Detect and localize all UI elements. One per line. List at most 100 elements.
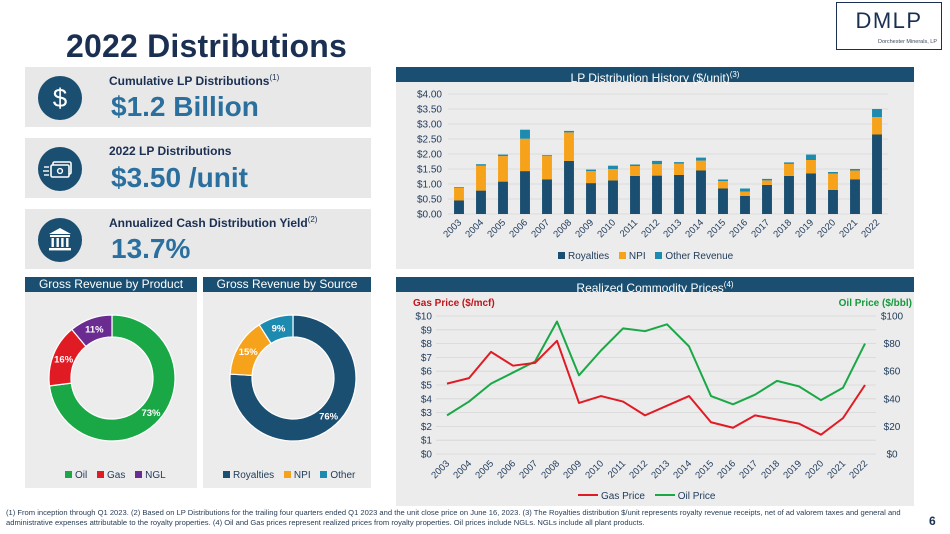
slice-ngl	[70, 314, 113, 348]
x-tick-label: 2005	[485, 217, 508, 240]
x-tick-label: 2010	[583, 458, 606, 481]
legend-gas-price: Gas Price	[578, 491, 645, 502]
bar-other-revenue	[806, 154, 816, 160]
bar-royalties	[696, 170, 706, 214]
y-tick-label: $2.00	[417, 150, 442, 161]
x-tick-label: 2003	[441, 217, 464, 240]
x-tick-label: 2009	[561, 458, 584, 481]
x-tick-label: 2017	[737, 458, 760, 481]
page-number: 6	[929, 514, 936, 528]
x-tick-label: 2012	[627, 458, 650, 481]
stat-label: Annualized Cash Distribution Yield(2)	[109, 215, 318, 230]
bar-npi	[520, 138, 530, 172]
y-tick-label: $3.00	[417, 120, 442, 131]
stat-value: 13.7%	[111, 233, 191, 264]
x-tick-label: 2011	[606, 458, 628, 480]
legend-npi: NPI	[618, 251, 646, 262]
bar-npi	[806, 160, 816, 174]
dollar-icon: $	[38, 76, 82, 120]
panel-header: Realized Commodity Prices(4)	[396, 277, 914, 295]
bar-royalties	[630, 175, 640, 214]
bar-npi	[586, 171, 596, 184]
slice-label: 11%	[85, 325, 104, 336]
x-tick-label: 2011	[618, 217, 640, 239]
bar-other-revenue	[872, 109, 882, 118]
gas-price-line	[446, 339, 866, 436]
x-tick-label: 2016	[715, 458, 738, 481]
y-left-tick-label: $7	[421, 353, 433, 364]
logo-name: DMLP	[855, 8, 923, 33]
x-tick-label: 2004	[463, 217, 486, 240]
x-tick-label: 2004	[451, 458, 474, 481]
bar-npi	[498, 156, 508, 182]
x-tick-label: 2017	[749, 217, 772, 240]
x-tick-label: 2021	[837, 217, 860, 240]
x-tick-label: 2016	[727, 217, 750, 240]
y-tick-label: $1.50	[417, 165, 442, 176]
bar-other-revenue	[740, 188, 750, 192]
bar-other-revenue	[630, 164, 640, 166]
y-tick-label: $1.00	[417, 180, 442, 191]
y-left-tick-label: $0	[421, 450, 433, 461]
bar-other-revenue	[652, 160, 662, 165]
slice-other	[258, 314, 294, 345]
legend-npi: NPI	[283, 470, 311, 481]
bar-royalties	[740, 196, 750, 214]
x-tick-label: 2007	[529, 217, 552, 240]
source-legend: Royalties NPI Other	[223, 470, 362, 481]
legend-ngl: NGL	[135, 470, 166, 481]
x-tick-label: 2020	[815, 217, 838, 240]
bar-other-revenue	[674, 162, 684, 164]
y-left-tick-label: $3	[421, 408, 433, 419]
slice-label: 73%	[141, 408, 161, 419]
bar-royalties	[476, 190, 486, 214]
donut-chart-source: 76% 15% 9%	[229, 314, 357, 442]
slice-royalties	[229, 314, 357, 442]
bar-royalties	[784, 175, 794, 214]
y-left-tick-label: $5	[421, 381, 433, 392]
revenue-by-product-panel: Gross Revenue by Product 73% 16% 11% Oil G…	[25, 277, 197, 488]
bar-npi	[674, 163, 684, 175]
legend-royalties: Royalties	[558, 251, 609, 262]
legend-oil: Oil	[65, 470, 87, 481]
bar-npi	[740, 191, 750, 196]
footnote: (1) From inception through Q1 2023. (2) …	[6, 508, 901, 527]
x-tick-label: 2014	[671, 458, 694, 481]
x-tick-label: 2006	[495, 458, 518, 481]
bar-other-revenue	[520, 129, 530, 139]
slice-oil	[48, 314, 176, 442]
x-tick-label: 2003	[429, 458, 452, 481]
bar-npi	[608, 169, 618, 181]
bar-npi	[784, 163, 794, 176]
x-tick-label: 2005	[473, 458, 496, 481]
stat-card-2022-distributions: 2022 LP Distributions $3.50 /unit	[25, 138, 371, 198]
panel-header: Gross Revenue by Source	[203, 277, 371, 292]
bar-royalties	[872, 134, 882, 214]
y-left-tick-label: $2	[421, 422, 433, 433]
y-left-tick-label: $1	[421, 436, 433, 447]
bar-royalties	[762, 184, 772, 214]
x-tick-label: 2012	[639, 217, 662, 240]
bar-npi	[828, 173, 838, 190]
x-tick-label: 2014	[683, 217, 706, 240]
bar-npi	[762, 180, 772, 185]
revenue-by-source-panel: Gross Revenue by Source 76% 15% 9% Royalti…	[203, 277, 371, 488]
x-tick-label: 2021	[825, 458, 848, 481]
company-logo: DMLP Dorchester Minerals, LP	[836, 2, 942, 50]
x-tick-label: 2013	[661, 217, 684, 240]
panel-header: LP Distribution History ($/unit)(3)	[396, 67, 914, 85]
x-tick-label: 2013	[649, 458, 672, 481]
legend-other: Other	[320, 470, 355, 481]
bar-royalties	[520, 171, 530, 214]
bar-royalties	[674, 175, 684, 214]
y-right-axis-title: Oil Price ($/bbl)	[839, 298, 912, 309]
bar-other-revenue	[696, 157, 706, 161]
legend-oil-price: Oil Price	[654, 491, 715, 502]
bar-royalties	[806, 173, 816, 214]
oil-price-line	[446, 320, 866, 417]
bar-npi	[652, 164, 662, 176]
x-tick-label: 2018	[759, 458, 782, 481]
y-tick-label: $3.50	[417, 105, 442, 116]
commodity-prices-panel: Realized Commodity Prices(4) $0 $1 $2 $3 $4 $…	[396, 277, 914, 506]
bank-icon	[38, 218, 82, 262]
